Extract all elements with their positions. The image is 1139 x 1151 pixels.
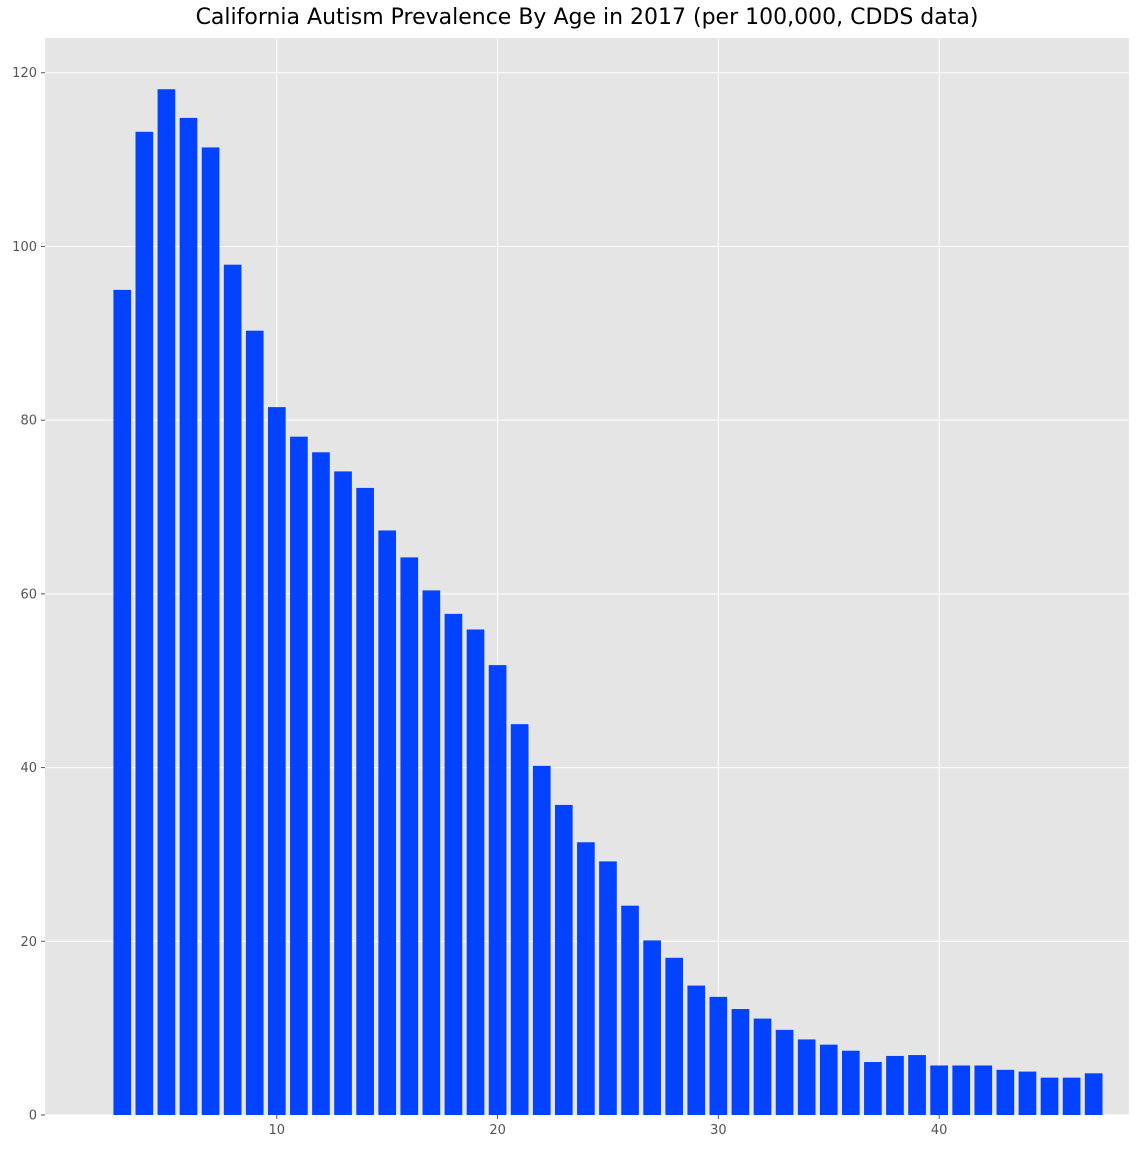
bar-age-13 — [334, 471, 352, 1115]
bar-age-23 — [554, 804, 573, 1115]
bar-age-17 — [422, 590, 441, 1115]
bar-age-7 — [201, 147, 220, 1115]
bar-age-28 — [665, 957, 684, 1115]
bar-age-35 — [819, 1044, 838, 1115]
bar-age-25 — [599, 861, 617, 1115]
bar-age-27 — [643, 940, 661, 1115]
bar-age-15 — [378, 530, 397, 1115]
bar-age-26 — [621, 905, 639, 1115]
bar-age-47 — [1084, 1073, 1103, 1115]
y-tick-label: 40 — [20, 761, 37, 776]
bar-age-32 — [753, 1018, 772, 1115]
bar-age-43 — [996, 1069, 1015, 1115]
x-tick-label: 10 — [269, 1123, 286, 1138]
x-tick-label: 20 — [489, 1123, 506, 1138]
y-tick-label: 80 — [20, 414, 37, 429]
bar-age-42 — [974, 1065, 993, 1115]
y-tick-label: 20 — [20, 935, 37, 950]
bar-age-19 — [466, 629, 485, 1115]
bar-age-39 — [908, 1055, 926, 1115]
bar-age-18 — [444, 613, 463, 1115]
bar-age-22 — [532, 765, 551, 1115]
bar-age-12 — [312, 452, 330, 1115]
axis-ticks: 0 20 40 60 80 100 120 10 20 30 40 — [12, 66, 947, 1138]
bar-age-41 — [952, 1065, 971, 1115]
bar-age-36 — [841, 1050, 860, 1115]
bar-age-31 — [731, 1009, 750, 1115]
bar-age-30 — [709, 996, 728, 1115]
bar-age-40 — [930, 1065, 948, 1115]
y-tick-label: 100 — [12, 240, 37, 255]
bar-age-16 — [400, 557, 419, 1115]
bar-age-44 — [1018, 1071, 1037, 1115]
chart-title: California Autism Prevalence By Age in 2… — [195, 5, 979, 30]
bar-age-29 — [687, 985, 706, 1115]
bar-age-45 — [1040, 1077, 1059, 1115]
bar-age-34 — [797, 1039, 816, 1115]
y-tick-label: 60 — [20, 587, 37, 602]
bar-age-33 — [775, 1029, 794, 1115]
bar-age-37 — [864, 1062, 882, 1115]
bar-age-21 — [510, 724, 529, 1115]
bar-age-14 — [356, 487, 374, 1115]
bars — [113, 89, 1103, 1116]
bar-age-20 — [488, 665, 507, 1115]
y-tick-label: 0 — [29, 1109, 37, 1124]
bar-age-46 — [1062, 1077, 1081, 1115]
bar-age-38 — [886, 1055, 904, 1115]
bar-age-3 — [113, 289, 132, 1115]
bar-age-10 — [267, 407, 286, 1115]
bar-age-5 — [157, 89, 176, 1115]
x-tick-label: 40 — [931, 1123, 948, 1138]
bar-age-9 — [245, 330, 264, 1115]
bar-age-11 — [290, 436, 308, 1115]
bar-age-24 — [577, 842, 595, 1115]
bar-age-6 — [179, 117, 198, 1116]
bar-age-8 — [223, 264, 242, 1115]
y-tick-label: 120 — [12, 66, 37, 81]
bar-age-4 — [135, 131, 154, 1115]
x-tick-label: 30 — [710, 1123, 727, 1138]
